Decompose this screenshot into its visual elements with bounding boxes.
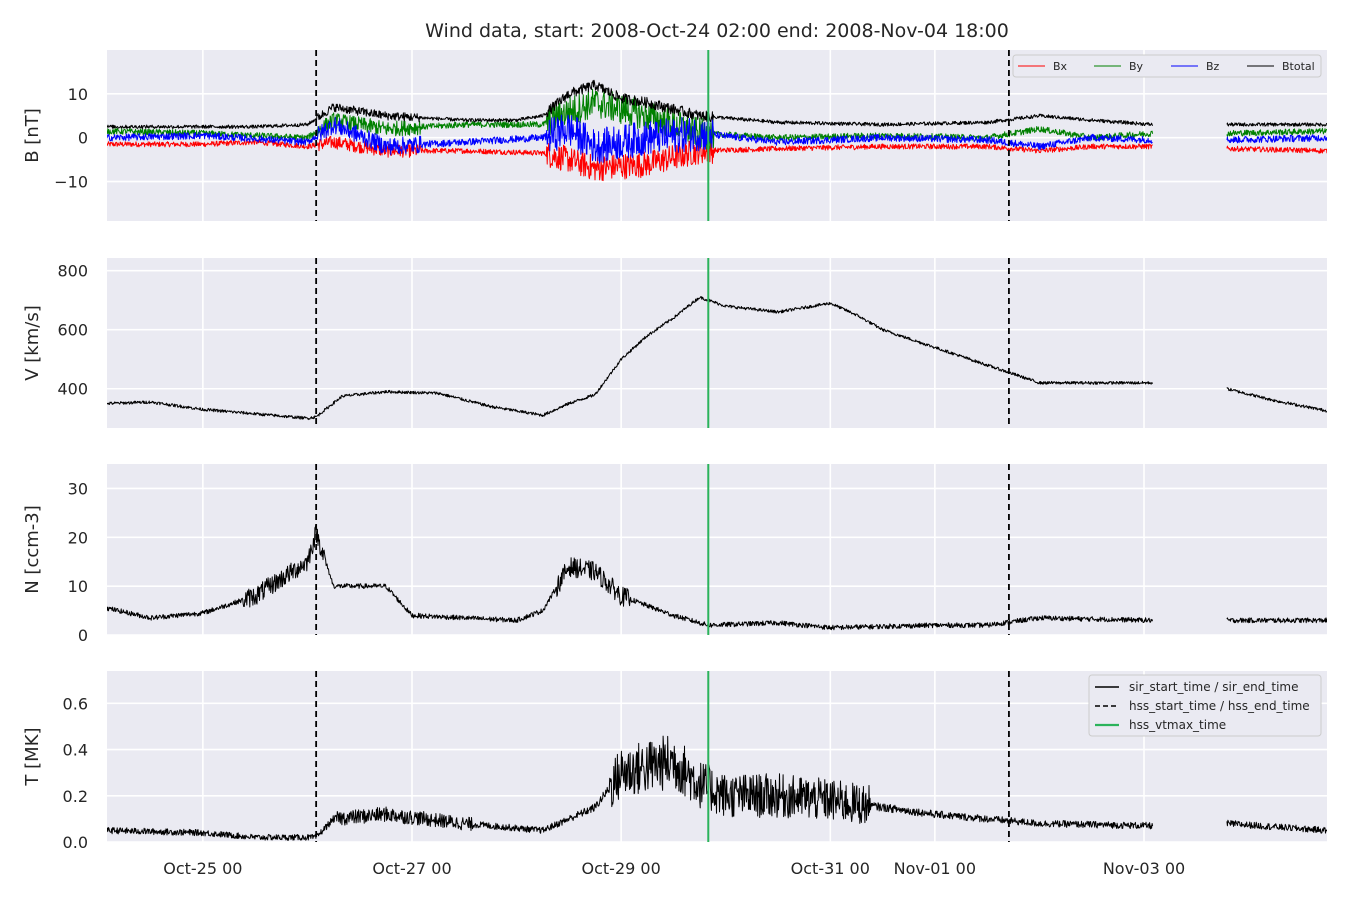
- legend-label: Bz: [1206, 60, 1220, 73]
- y-tick-label: 0: [78, 129, 88, 148]
- series-group: [107, 524, 1327, 631]
- legend-box: [1012, 54, 1322, 78]
- plot-background: [107, 258, 1327, 428]
- legend-label: sir_start_time / sir_end_time: [1129, 680, 1299, 694]
- chart-title: Wind data, start: 2008-Oct-24 02:00 end:…: [425, 20, 1009, 42]
- y-tick-label: 400: [57, 380, 88, 399]
- y-tick-label: −10: [54, 173, 88, 192]
- panels: 10 0 −10 B [nT] Bx By Bz Btotal 800 600 400 V [km/s…: [22, 50, 1327, 852]
- series-bx: [107, 136, 1327, 182]
- legend-label: hss_start_time / hss_end_time: [1129, 699, 1310, 713]
- y-tick-label: 600: [57, 321, 88, 340]
- series-btotal: [107, 79, 1327, 129]
- series-bz: [107, 114, 1327, 164]
- panel-3: 30 20 10 0 N [ccm-3]: [22, 464, 1327, 645]
- y-tick-label: 10: [68, 85, 88, 104]
- y-axis-label: T [MK]: [22, 727, 43, 786]
- series-line: [107, 735, 1327, 841]
- series-line: [107, 296, 1327, 421]
- y-tick-label: 30: [68, 479, 88, 498]
- panel-2: 800 600 400 V [km/s]: [22, 258, 1327, 428]
- legend-box: [1088, 674, 1322, 737]
- series-group: [107, 296, 1327, 421]
- series-by: [107, 88, 1327, 150]
- legend-label: By: [1129, 60, 1144, 73]
- x-tick-label: Oct-25 00: [163, 859, 242, 878]
- x-tick-label: Nov-03 00: [1103, 859, 1185, 878]
- y-tick-label: 0.6: [63, 694, 88, 713]
- series-group: [107, 735, 1327, 841]
- x-tick-label: Nov-01 00: [894, 859, 976, 878]
- y-tick-label: 10: [68, 577, 88, 596]
- legend-label: hss_vtmax_time: [1129, 718, 1226, 732]
- y-axis-label: V [km/s]: [22, 305, 43, 380]
- x-tick-label: Oct-31 00: [791, 859, 870, 878]
- panel-1: 10 0 −10 B [nT] Bx By Bz Btotal: [22, 50, 1327, 221]
- legend-label: Bx: [1053, 60, 1068, 73]
- series-group: [107, 79, 1327, 182]
- x-tick-label: Oct-27 00: [372, 859, 451, 878]
- y-tick-label: 0.2: [63, 787, 88, 806]
- panel-4: 0.6 0.4 0.2 0.0 T [MK] sir_start_time / sir_e…: [22, 671, 1327, 852]
- y-tick-label: 800: [57, 262, 88, 281]
- legend-label: Btotal: [1282, 60, 1315, 73]
- y-tick-label: 20: [68, 528, 88, 547]
- y-tick-label: 0: [78, 626, 88, 645]
- x-tick-label: Oct-29 00: [582, 859, 661, 878]
- series-line: [107, 524, 1327, 631]
- x-axis-ticks: Oct-25 00 Oct-27 00 Oct-29 00 Oct-31 00 Nov-…: [163, 859, 1185, 878]
- y-axis-label: N [ccm-3]: [22, 505, 43, 594]
- legend-b-components: Bx By Bz Btotal: [1012, 54, 1322, 78]
- y-tick-label: 0.0: [63, 833, 88, 852]
- y-axis-label: B [nT]: [22, 108, 43, 163]
- legend-markers: sir_start_time / sir_end_time hss_start_t…: [1088, 674, 1322, 737]
- y-tick-label: 0.4: [63, 741, 88, 760]
